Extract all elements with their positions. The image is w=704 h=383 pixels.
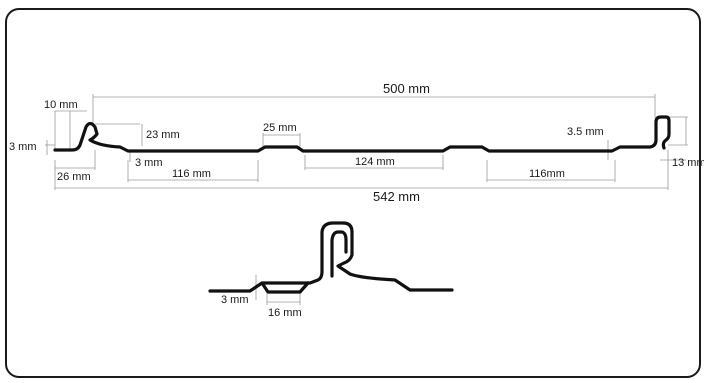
label-500mm: 500 mm	[383, 81, 430, 96]
label-3mm-rib: 3 mm	[135, 157, 163, 169]
label-detail-3mm: 3 mm	[221, 294, 249, 306]
seam-inner-fold	[260, 230, 348, 294]
label-116mm-right: 116mm	[529, 168, 565, 180]
label-124mm: 124 mm	[355, 156, 395, 168]
label-542mm: 542 mm	[373, 189, 420, 204]
label-116mm-left: 116 mm	[172, 168, 211, 180]
dimension-labels: 500 mm 10 mm 3 mm 23 mm 26 mm 3 mm 116 m…	[9, 81, 704, 319]
label-detail-16mm: 16 mm	[268, 307, 302, 319]
label-13mm: 13 mm	[672, 157, 704, 169]
diagram-frame	[5, 8, 701, 378]
label-3mm-edge: 3 mm	[9, 141, 37, 153]
label-23mm: 23 mm	[146, 129, 180, 141]
label-10mm: 10 mm	[44, 99, 78, 111]
panel-profile	[53, 115, 671, 153]
seam-detail-profile	[208, 221, 454, 293]
label-26mm: 26 mm	[57, 171, 91, 183]
label-3-5mm: 3.5 mm	[567, 126, 604, 138]
label-25mm: 25 mm	[263, 122, 297, 134]
